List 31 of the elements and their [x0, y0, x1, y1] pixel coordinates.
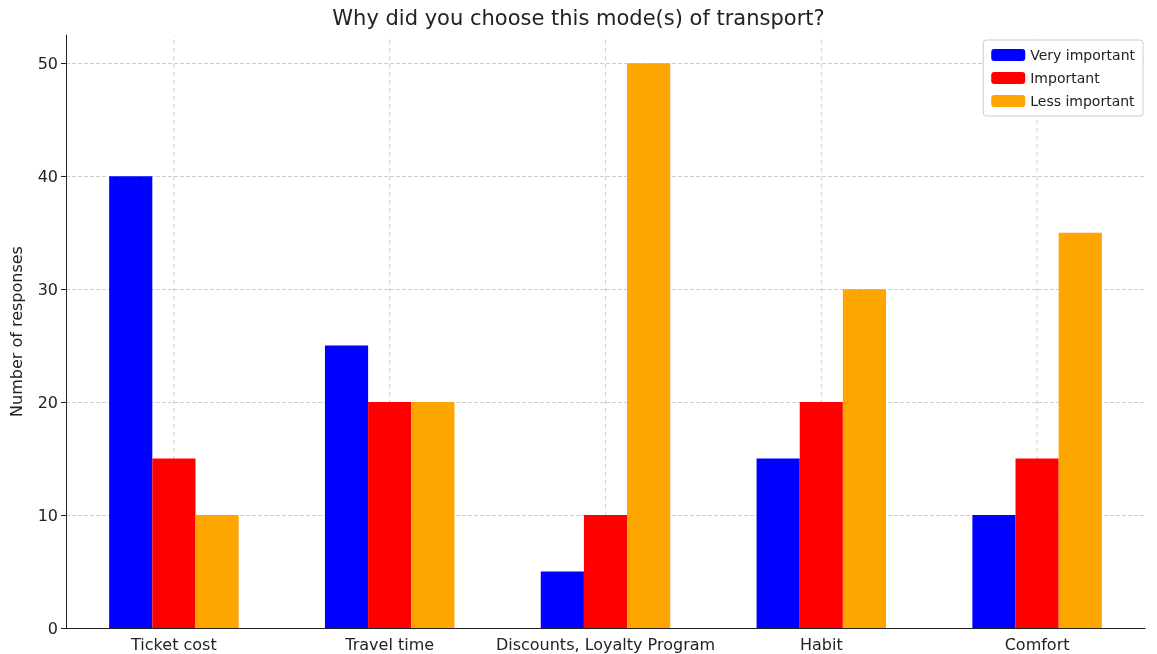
y-tick-label: 40	[37, 166, 58, 186]
bar	[627, 63, 671, 628]
bar	[583, 515, 628, 628]
y-tick-label: 10	[37, 505, 58, 525]
legend-label: Important	[1030, 70, 1101, 86]
legend-label: Very important	[1030, 47, 1136, 63]
bar	[540, 571, 584, 628]
bar	[368, 402, 412, 628]
bar	[799, 402, 843, 628]
chart-title: Why did you choose this mode(s) of transport?	[332, 5, 825, 30]
y-tick-label: 30	[37, 279, 58, 299]
legend-label: Less important	[1030, 93, 1136, 109]
x-tick-label: Comfort	[1004, 634, 1070, 654]
bar	[195, 515, 239, 628]
y-axis-title: Number of responses	[6, 246, 26, 417]
bar	[842, 289, 887, 628]
bar	[1058, 232, 1102, 628]
x-tick-label: Travel time	[344, 634, 435, 654]
bar	[324, 345, 369, 628]
y-tick-label: 0	[47, 618, 58, 638]
bar	[411, 402, 455, 628]
y-tick-label: 50	[37, 53, 58, 73]
y-tick-label: 20	[37, 392, 58, 412]
x-tick-label: Discounts, Loyalty Program	[495, 634, 716, 654]
bar	[1015, 458, 1059, 628]
x-tick-label: Habit	[799, 634, 843, 654]
bar	[109, 176, 153, 628]
bar	[972, 515, 1016, 628]
bar	[152, 458, 196, 628]
bar	[756, 458, 800, 628]
x-tick-label: Ticket cost	[130, 634, 217, 654]
